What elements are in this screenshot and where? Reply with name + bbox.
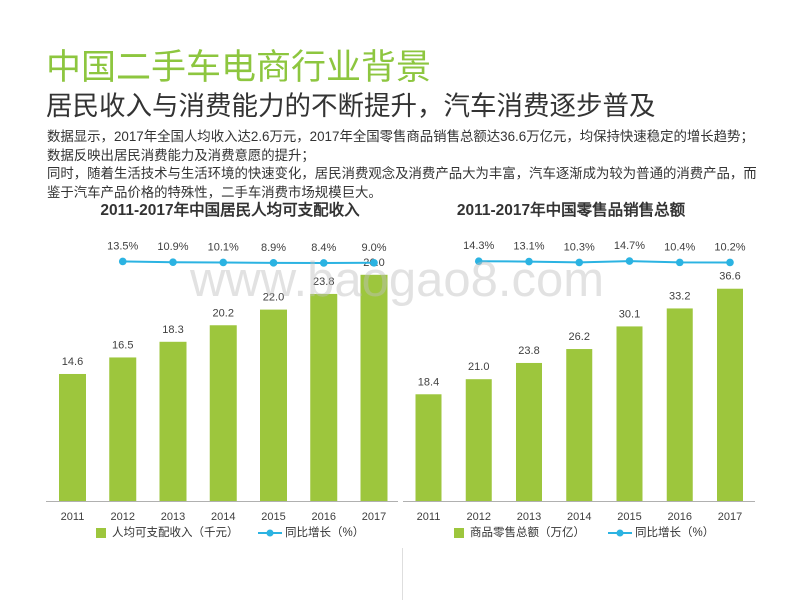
growth-point bbox=[118, 257, 127, 266]
growth-point bbox=[525, 257, 533, 266]
x-tick-label: 2015 bbox=[617, 511, 641, 523]
growth-value-label: 10.1% bbox=[208, 241, 239, 253]
chart-2-legend-line-item: 同比增长（%） bbox=[608, 525, 714, 541]
growth-value-label: 13.5% bbox=[107, 240, 138, 252]
growth-value-label: 8.9% bbox=[261, 242, 286, 254]
growth-point bbox=[474, 257, 483, 266]
bar-value-label: 26.2 bbox=[569, 331, 590, 343]
x-tick-label: 2014 bbox=[567, 511, 591, 523]
bar-value-label: 36.6 bbox=[719, 271, 740, 283]
growth-value-label: 9.0% bbox=[361, 242, 386, 254]
growth-value-label: 14.7% bbox=[614, 240, 645, 252]
legend-label: 商品零售总额（万亿） bbox=[470, 527, 585, 539]
growth-line bbox=[122, 260, 375, 264]
bar-value-label: 18.4 bbox=[418, 376, 439, 388]
chart-1-title: 2011-2017年中国居民人均可支配收入 bbox=[100, 202, 360, 219]
x-tick-label: 2016 bbox=[312, 511, 336, 523]
legend-line-marker bbox=[616, 529, 624, 537]
bar-value-label: 20.2 bbox=[213, 307, 234, 319]
growth-point bbox=[319, 259, 328, 267]
bar bbox=[260, 309, 287, 501]
chart-2-legend-bar-item: 商品零售总额（万亿） bbox=[454, 525, 585, 541]
bar-value-label: 16.5 bbox=[112, 339, 133, 351]
bar bbox=[415, 394, 442, 501]
x-tick-label: 2013 bbox=[517, 511, 541, 523]
x-tick-label: 2012 bbox=[467, 511, 491, 523]
growth-value-label: 10.4% bbox=[664, 241, 695, 253]
bar bbox=[209, 325, 237, 501]
bar bbox=[159, 341, 187, 501]
watermark: www.baogao8.com bbox=[190, 253, 605, 307]
x-tick-label: 2011 bbox=[417, 511, 441, 523]
chart-1-plot: 14.6 2011 16.5 2012 18.3 2013 20.2 2014 22.0 2015… bbox=[46, 240, 398, 523]
chart-2-title: 2011-2017年中国零售品销售总额 bbox=[456, 202, 686, 219]
x-tick-label: 2017 bbox=[362, 511, 386, 523]
growth-point bbox=[575, 258, 584, 267]
bar bbox=[516, 362, 542, 501]
legend-line-swatch bbox=[608, 529, 632, 537]
growth-value-label: 10.9% bbox=[157, 241, 188, 253]
chart-1-legend-line-item: 同比增长（%） bbox=[258, 525, 364, 541]
growth-value-label: 10.2% bbox=[714, 241, 745, 253]
legend-bar-swatch bbox=[96, 528, 106, 538]
bar-value-label: 22.0 bbox=[263, 292, 284, 304]
legend-line-swatch bbox=[258, 529, 282, 537]
x-tick-label: 2015 bbox=[261, 511, 285, 523]
x-tick-label: 2012 bbox=[111, 511, 135, 523]
x-tick-label: 2014 bbox=[211, 511, 235, 523]
paragraph-line: 同时，随着生活技术与生活环境的快速变化，居民消费观念及消费产品大为丰富，汽车逐渐… bbox=[47, 166, 757, 182]
bar bbox=[666, 308, 693, 501]
bar bbox=[360, 274, 388, 501]
legend-label: 人均可支配收入（千元） bbox=[112, 527, 239, 539]
chart-1-legend-bar-item: 人均可支配收入（千元） bbox=[96, 525, 239, 541]
slide-subtitle: 居民收入与消费能力的不断提升，汽车消费逐步普及 bbox=[46, 91, 656, 121]
bar bbox=[465, 379, 492, 501]
growth-point bbox=[726, 258, 734, 267]
growth-value-label: 14.3% bbox=[463, 240, 494, 252]
bar-value-label: 21.0 bbox=[468, 361, 489, 373]
bar-value-label: 14.6 bbox=[62, 356, 83, 368]
growth-point bbox=[219, 258, 228, 267]
growth-value-label: 10.3% bbox=[564, 241, 595, 253]
growth-point bbox=[269, 259, 278, 267]
bar bbox=[566, 349, 593, 501]
bar-value-label: 18.3 bbox=[162, 324, 183, 336]
legend-bar-swatch bbox=[454, 528, 464, 538]
bar-value-label: 26.0 bbox=[363, 257, 384, 269]
growth-value-label: 13.1% bbox=[513, 241, 544, 253]
bar-value-label: 30.1 bbox=[619, 308, 640, 320]
slide-title: 中国二手车电商行业背景 bbox=[46, 48, 432, 87]
growth-value-label: 8.4% bbox=[311, 242, 336, 254]
bar-value-label: 33.2 bbox=[669, 290, 690, 302]
bar bbox=[109, 357, 137, 501]
bar bbox=[59, 373, 86, 501]
paragraph-line: 数据反映出居民消费能力及消费意愿的提升； bbox=[47, 147, 315, 163]
x-tick-label: 2016 bbox=[668, 511, 692, 523]
bar-value-label: 23.8 bbox=[518, 345, 539, 357]
bar bbox=[616, 326, 643, 501]
chart-2-plot: 18.4 2011 21.0 2012 23.8 2013 26.2 2014 30.1 2015… bbox=[403, 240, 755, 523]
growth-line bbox=[478, 260, 731, 264]
legend-label: 同比增长（%） bbox=[285, 527, 365, 539]
bar-value-label: 23.8 bbox=[313, 276, 334, 288]
growth-point bbox=[370, 259, 378, 267]
growth-point bbox=[675, 258, 684, 267]
growth-point bbox=[625, 257, 634, 265]
legend-line-marker bbox=[266, 529, 274, 537]
divider-line bbox=[402, 548, 403, 600]
legend-label: 同比增长（%） bbox=[635, 527, 715, 539]
x-tick-label: 2017 bbox=[718, 511, 742, 523]
x-tick-label: 2011 bbox=[61, 511, 85, 523]
paragraph-line: 数据显示，2017年全国人均收入达2.6万元，2017年全国零售商品销售总额达3… bbox=[47, 129, 754, 144]
bar bbox=[310, 293, 338, 501]
growth-point bbox=[169, 258, 177, 267]
body-paragraph: 数据显示，2017年全国人均收入达2.6万元，2017年全国零售商品销售总额达3… bbox=[47, 128, 797, 203]
bar bbox=[717, 288, 743, 501]
paragraph-line: 鉴于汽车产品价格的特殊性，二手车消费市场规模巨大。 bbox=[47, 185, 382, 201]
x-tick-label: 2013 bbox=[161, 511, 185, 523]
